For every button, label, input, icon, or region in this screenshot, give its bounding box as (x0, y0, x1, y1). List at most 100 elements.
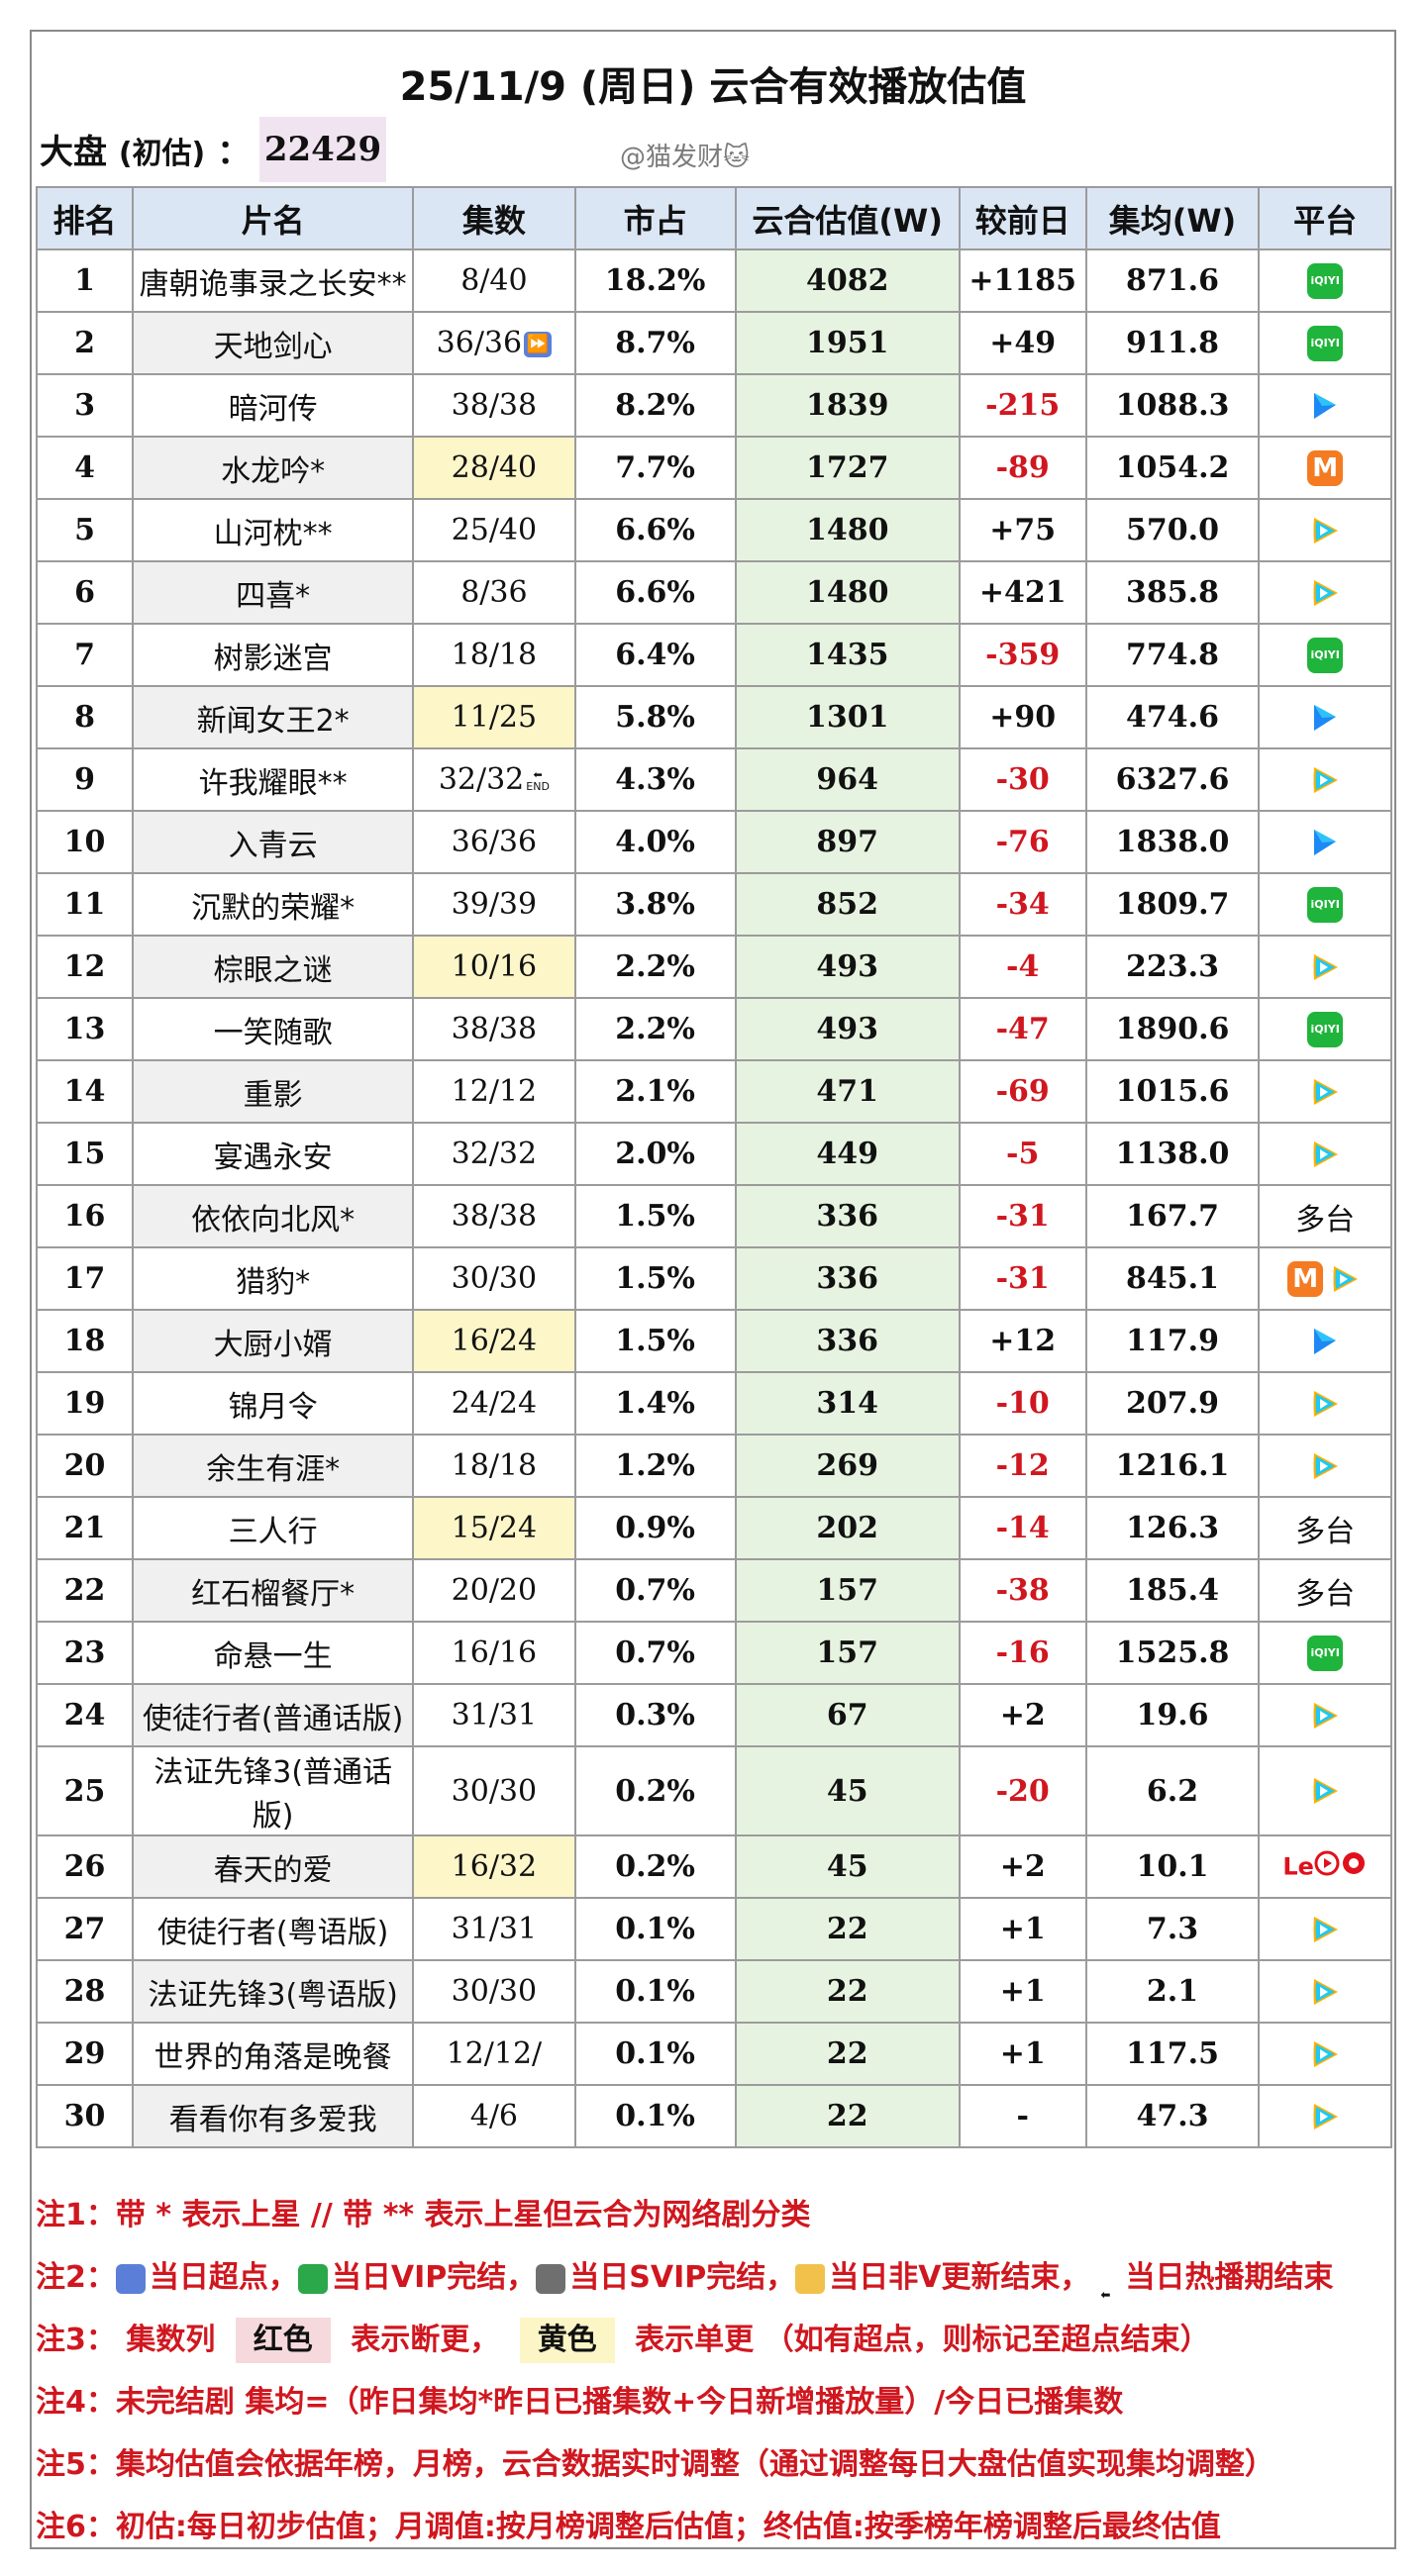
rank-cell: 29 (35, 2022, 135, 2086)
note-5: 注5：集均估值会依据年榜，月榜，云合数据实时调整（通过调整每日大盘估值实现集均调… (36, 2447, 1274, 2482)
episodes-cell: 39/39 (412, 872, 576, 937)
average-cell: 117.5 (1084, 2022, 1261, 2086)
share-cell: 4.0% (573, 810, 737, 874)
estimate-cell: 22 (734, 1897, 961, 1961)
share-cell: 0.9% (573, 1496, 737, 1560)
tencent-video-icon (1307, 1974, 1343, 2010)
tencent-video-icon (1307, 762, 1343, 798)
change-cell: +12 (958, 1309, 1087, 1373)
red-play-icon (1314, 1849, 1340, 1884)
rank-cell: 5 (35, 498, 135, 562)
episodes-cell: 32/32 ⬅ END (412, 747, 576, 812)
change-cell: -38 (958, 1558, 1087, 1623)
table-row: 22 红石榴餐厅* 20/20 0.7% 157 -38 185.4 多台 (35, 1558, 1392, 1623)
letv-icon: Le (1282, 1852, 1314, 1881)
episodes-text: 38/38 (451, 388, 538, 423)
fast-forward-icon: ⏩ (524, 332, 553, 357)
share-cell: 1.2% (573, 1434, 737, 1498)
rank-cell: 20 (35, 1434, 135, 1498)
end-mark-label: END (526, 780, 550, 793)
episodes-text: 16/32 (451, 1849, 538, 1884)
rank-cell: 6 (35, 560, 135, 625)
table-row: 6 四喜* 8/36 6.6% 1480 +421 385.8 (35, 560, 1392, 625)
share-cell: 1.5% (573, 1309, 737, 1373)
rank-cell: 10 (35, 810, 135, 874)
end-arrow-icon: ⬅ (1100, 2287, 1111, 2302)
episodes-text: 25/40 (451, 513, 538, 547)
rank-cell: 9 (35, 747, 135, 812)
iqiyi-icon: iQIYI (1307, 262, 1344, 299)
episodes-cell: 18/18 (412, 623, 576, 687)
episodes-text: 30/30 (451, 1773, 538, 1809)
share-cell: 6.6% (573, 560, 737, 625)
platform-cell: iQIYI (1258, 1621, 1392, 1685)
change-cell: -47 (958, 997, 1087, 1061)
episodes-cell: 30/30 (412, 1959, 576, 2024)
note-1: 注1：带 * 表示上星 // 带 ** 表示上星但云合为网络剧分类 (36, 2198, 811, 2232)
share-cell: 0.7% (573, 1621, 737, 1685)
end-arrow-icon: ⬅ END (526, 768, 550, 793)
estimate-cell: 449 (734, 1122, 961, 1186)
estimate-cell: 45 (734, 1834, 961, 1899)
table-row: 27 使徒行者(粤语版) 31/31 0.1% 22 +1 7.3 (35, 1897, 1392, 1961)
title-cell: 宴遇永安 (132, 1122, 415, 1186)
tencent-video-icon (1307, 1448, 1343, 1484)
average-cell: 7.3 (1084, 1897, 1261, 1961)
average-cell: 223.3 (1084, 935, 1261, 999)
table-row: 20 余生有涯* 18/18 1.2% 269 -12 1216.1 (35, 1434, 1392, 1498)
platform-cell (1258, 1371, 1392, 1436)
note-3-label: 注3： (36, 2323, 116, 2357)
change-cell: -12 (958, 1434, 1087, 1498)
share-cell: 0.1% (573, 2084, 737, 2148)
dapan-value: 22429 (259, 117, 386, 182)
platform-cell: iQIYI (1258, 997, 1392, 1061)
table-row: 3 暗河传 38/38 8.2% 1839 -215 1088.3 (35, 373, 1392, 438)
header-rank: 排名 (35, 186, 135, 250)
report-title: 25/11/9 (周日) 云合有效播放估值 (399, 64, 1027, 110)
average-cell: 1054.2 (1084, 436, 1261, 500)
platform-cell: iQIYI (1258, 623, 1392, 687)
episodes-cell: 8/36 (412, 560, 576, 625)
note-3-c: 表示单更 （如有超点，则标记至超点结束） (635, 2323, 1210, 2357)
note-3: 注3： 集数列 红色 表示断更， 黄色 表示单更 （如有超点，则标记至超点结束） (36, 2309, 1392, 2371)
table-row: 15 宴遇永安 32/32 2.0% 449 -5 1138.0 (35, 1122, 1392, 1186)
estimate-cell: 4082 (734, 248, 961, 313)
average-cell: 1015.6 (1084, 1059, 1261, 1124)
average-cell: 1216.1 (1084, 1434, 1261, 1498)
table-row: 4 水龙吟* 28/40 7.7% 1727 -89 1054.2 M (35, 436, 1392, 500)
title-cell: 命悬一生 (132, 1621, 415, 1685)
tencent-video-icon (1307, 513, 1343, 548)
episodes-cell: 16/16 (412, 1621, 576, 1685)
episodes-text: 8/40 (460, 263, 528, 298)
estimate-cell: 1435 (734, 623, 961, 687)
header-name: 片名 (132, 186, 415, 250)
title-cell: 入青云 (132, 810, 415, 874)
platform-cell (1258, 1059, 1392, 1124)
note-2-b: 当日VIP完结， (331, 2260, 537, 2295)
tencent-video-icon (1307, 1698, 1343, 1734)
title-cell: 法证先锋3(粤语版) (132, 1959, 415, 2024)
episodes-cell: 18/18 (412, 1434, 576, 1498)
table-row: 13 一笑随歌 38/38 2.2% 493 -47 1890.6 iQIYI (35, 997, 1392, 1061)
average-cell: 126.3 (1084, 1496, 1261, 1560)
average-cell: 10.1 (1084, 1834, 1261, 1899)
average-cell: 570.0 (1084, 498, 1261, 562)
header-platform: 平台 (1258, 186, 1392, 250)
platform-cell: 多台 (1258, 1558, 1392, 1623)
change-cell: +1 (958, 1959, 1087, 2024)
iqiyi-icon: iQIYI (1307, 1011, 1344, 1047)
episodes-cell: 38/38 (412, 1184, 576, 1248)
average-cell: 2.1 (1084, 1959, 1261, 2024)
rank-cell: 8 (35, 685, 135, 749)
estimate-cell: 269 (734, 1434, 961, 1498)
share-cell: 5.8% (573, 685, 737, 749)
average-cell: 871.6 (1084, 248, 1261, 313)
table-row: 2 天地剑心 36/36 ⏩ 8.7% 1951 +49 911.8 iQIYI (35, 311, 1392, 375)
table-header-row: 排名 片名 集数 市占 云合估值(W) 较前日 集均(W) 平台 (35, 186, 1392, 250)
rank-cell: 19 (35, 1371, 135, 1436)
header-average: 集均(W) (1084, 186, 1261, 250)
episodes-text: 32/32 (438, 762, 525, 797)
rank-cell: 4 (35, 436, 135, 500)
share-cell: 2.0% (573, 1122, 737, 1186)
dapan-label: 大盘 (初估) ： (40, 125, 251, 173)
